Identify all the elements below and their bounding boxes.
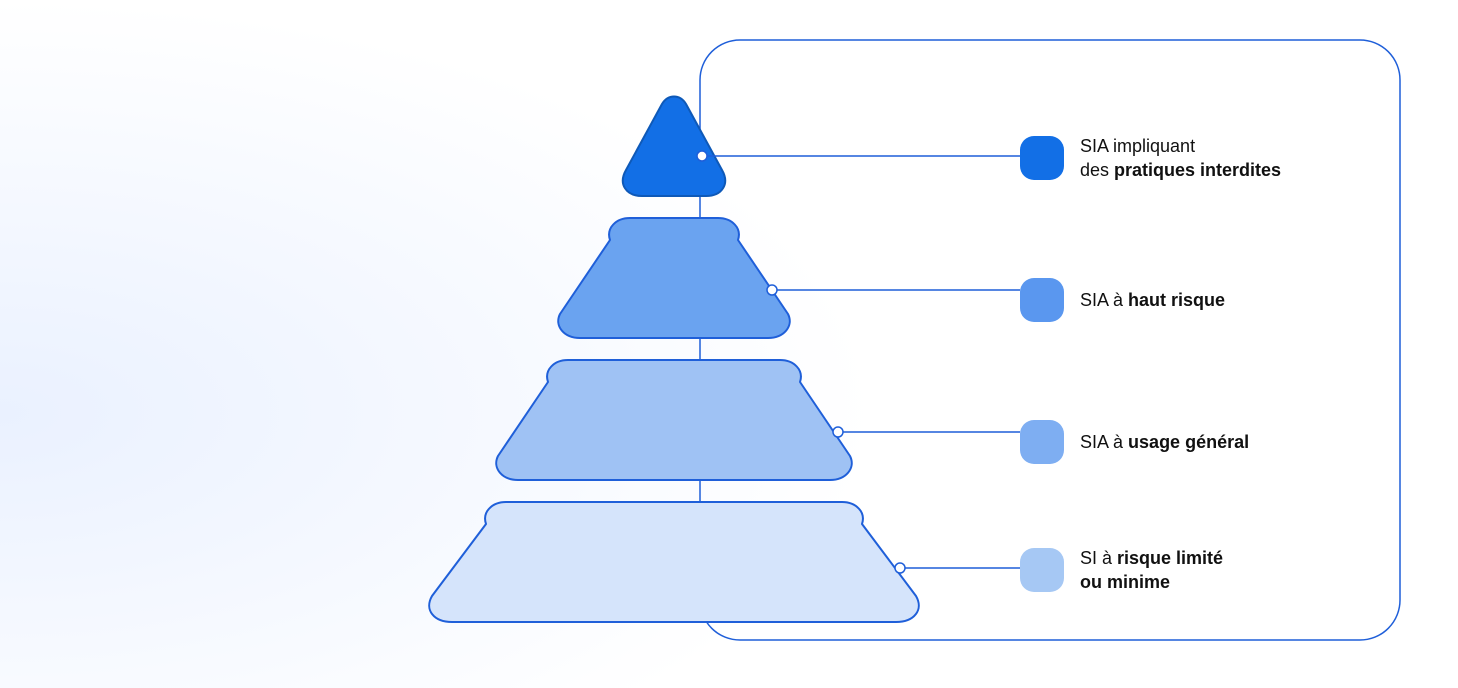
- legend-label-2: SIA à haut risque: [1080, 288, 1225, 312]
- legend-row-3: SIA à usage général: [1020, 420, 1249, 464]
- connector-dot-1: [697, 151, 707, 161]
- diagram-canvas: SIA impliquantdes pratiques interditesSI…: [0, 0, 1458, 688]
- legend-label-4: SI à risque limité ou minime: [1080, 546, 1223, 595]
- legend-row-1: SIA impliquant des pratiques interdites: [1020, 134, 1281, 183]
- legend-label-1-part-2: pratiques interdites: [1114, 160, 1281, 180]
- legend-label-2-part-1: haut risque: [1128, 290, 1225, 310]
- legend-row-2: SIA à haut risque: [1020, 278, 1225, 322]
- legend-label-4-part-2: ou minime: [1080, 572, 1170, 592]
- connector-dot-3: [833, 427, 843, 437]
- legend-chip-3: [1020, 420, 1064, 464]
- legend-label-3-part-1: usage général: [1128, 432, 1249, 452]
- legend-chip-2: [1020, 278, 1064, 322]
- pyramid-level-3: [496, 360, 852, 480]
- legend-label-2-part-0: SIA à: [1080, 290, 1128, 310]
- legend-label-1: SIA impliquant des pratiques interdites: [1080, 134, 1281, 183]
- legend-label-1-part-1: des: [1080, 160, 1114, 180]
- legend-label-4-part-1: risque limité: [1117, 548, 1223, 568]
- legend-label-1-part-0: SIA impliquant: [1080, 136, 1195, 156]
- legend-label-3-part-0: SIA à: [1080, 432, 1128, 452]
- legend-label-3: SIA à usage général: [1080, 430, 1249, 454]
- legend-label-4-part-0: SI à: [1080, 548, 1117, 568]
- pyramid-svg: [0, 0, 1458, 688]
- legend-row-4: SI à risque limité ou minime: [1020, 546, 1223, 595]
- connector-dot-4: [895, 563, 905, 573]
- legend-chip-4: [1020, 548, 1064, 592]
- pyramid-level-4: [429, 502, 919, 622]
- legend-chip-1: [1020, 136, 1064, 180]
- connector-dot-2: [767, 285, 777, 295]
